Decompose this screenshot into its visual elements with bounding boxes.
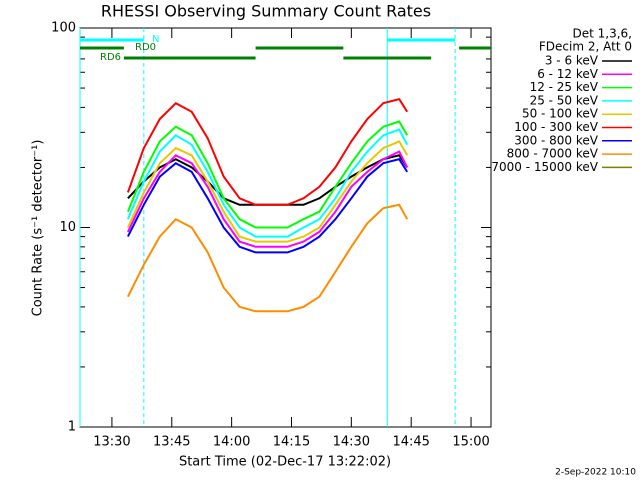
x-tick-label: 13:30 — [93, 435, 130, 450]
y-axis-label: Count Rate (s⁻¹ detector⁻¹) — [31, 140, 46, 317]
legend-title: Det 1,3,6, — [573, 27, 633, 41]
legend-label: 25 - 50 keV — [530, 93, 599, 107]
x-tick-label: 14:30 — [333, 435, 370, 450]
series-line — [127, 158, 409, 254]
x-tick-label: 15:00 — [452, 435, 489, 450]
x-tick-label: 14:00 — [213, 435, 250, 450]
chart-title: RHESSI Observing Summary Count Rates — [101, 2, 431, 21]
series-line — [126, 97, 409, 206]
footer-timestamp: 2-Sep-2022 10:10 — [555, 468, 636, 478]
y-tick-label: 1 — [68, 420, 76, 435]
band-label: RD6 — [100, 52, 121, 63]
legend-label: 6 - 12 keV — [537, 67, 599, 81]
band-label: N — [152, 34, 159, 45]
y-tick-label: 10 — [59, 220, 76, 235]
series-line — [127, 203, 409, 313]
series-line — [126, 120, 409, 229]
series-line — [126, 128, 409, 238]
legend-label: 50 - 100 keV — [522, 107, 599, 121]
x-tick-label: 14:45 — [392, 435, 429, 450]
series-line — [126, 140, 409, 243]
legend-label: 300 - 800 keV — [514, 133, 598, 147]
legend-title: FDecim 2, Att 0 — [539, 40, 632, 54]
x-tick-label: 13:45 — [153, 435, 190, 450]
legend-label: 100 - 300 keV — [514, 120, 598, 134]
legend-label: 7000 - 15000 keV — [491, 160, 598, 174]
x-tick-label: 14:15 — [273, 435, 310, 450]
x-axis-label: Start Time (02-Dec-17 13:22:02) — [179, 455, 391, 470]
series-line — [126, 150, 409, 248]
band-label: RD0 — [135, 42, 156, 53]
legend-label: 800 - 7000 keV — [507, 147, 599, 161]
legend-label: 12 - 25 keV — [530, 80, 599, 94]
y-tick-label: 100 — [51, 21, 76, 36]
legend-label: 3 - 6 keV — [545, 54, 599, 68]
